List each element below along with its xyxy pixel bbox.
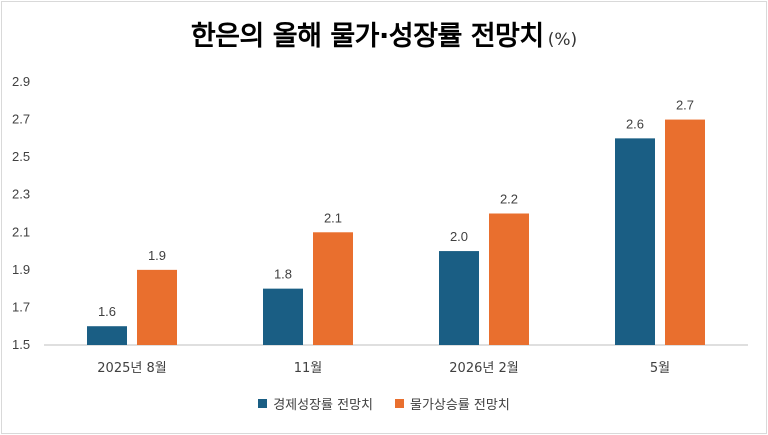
bar-inflation	[313, 232, 353, 345]
data-label: 2.1	[324, 210, 342, 225]
x-tick-label: 5월	[650, 361, 670, 376]
legend-item-growth: 경제성장률 전망치	[258, 394, 373, 413]
data-label: 2.0	[450, 229, 468, 244]
data-label: 2.6	[626, 116, 644, 131]
data-label: 1.9	[148, 248, 166, 263]
x-tick-label: 11월	[294, 361, 323, 376]
bar-growth	[87, 326, 127, 345]
bar-growth	[263, 288, 303, 345]
legend-swatch-growth	[258, 399, 268, 408]
y-tick-label: 2.7	[12, 112, 30, 127]
legend: 경제성장률 전망치 물가상승률 전망치	[0, 394, 768, 413]
y-tick-label: 1.9	[12, 262, 30, 277]
legend-label-growth: 경제성장률 전망치	[273, 398, 373, 413]
bar-growth	[439, 251, 479, 345]
y-tick-label: 2.3	[12, 187, 30, 202]
legend-item-inflation: 물가상승률 전망치	[395, 394, 510, 413]
y-tick-label: 1.7	[12, 299, 30, 314]
y-tick-label: 2.9	[12, 74, 30, 89]
bar-growth	[615, 138, 655, 345]
data-label: 1.6	[98, 304, 116, 319]
data-label: 2.7	[676, 98, 694, 113]
data-label: 2.2	[500, 192, 518, 207]
legend-swatch-inflation	[395, 399, 404, 408]
chart-title: 한은의 올해 물가·성장률 전망치	[190, 21, 544, 52]
chart-unit: (%)	[547, 30, 578, 50]
x-tick-label: 2025년 8월	[97, 361, 166, 376]
data-label: 1.8	[274, 267, 292, 282]
bar-inflation	[489, 213, 529, 345]
y-tick-label: 1.5	[12, 337, 30, 352]
y-tick-label: 2.1	[12, 224, 30, 239]
legend-label-inflation: 물가상승률 전망치	[410, 398, 510, 413]
x-tick-label: 2026년 2월	[449, 361, 518, 376]
bar-inflation	[665, 119, 705, 345]
chart-title-row: 한은의 올해 물가·성장률 전망치 (%)	[0, 14, 768, 53]
y-tick-label: 2.5	[12, 149, 30, 164]
bar-inflation	[137, 269, 177, 345]
